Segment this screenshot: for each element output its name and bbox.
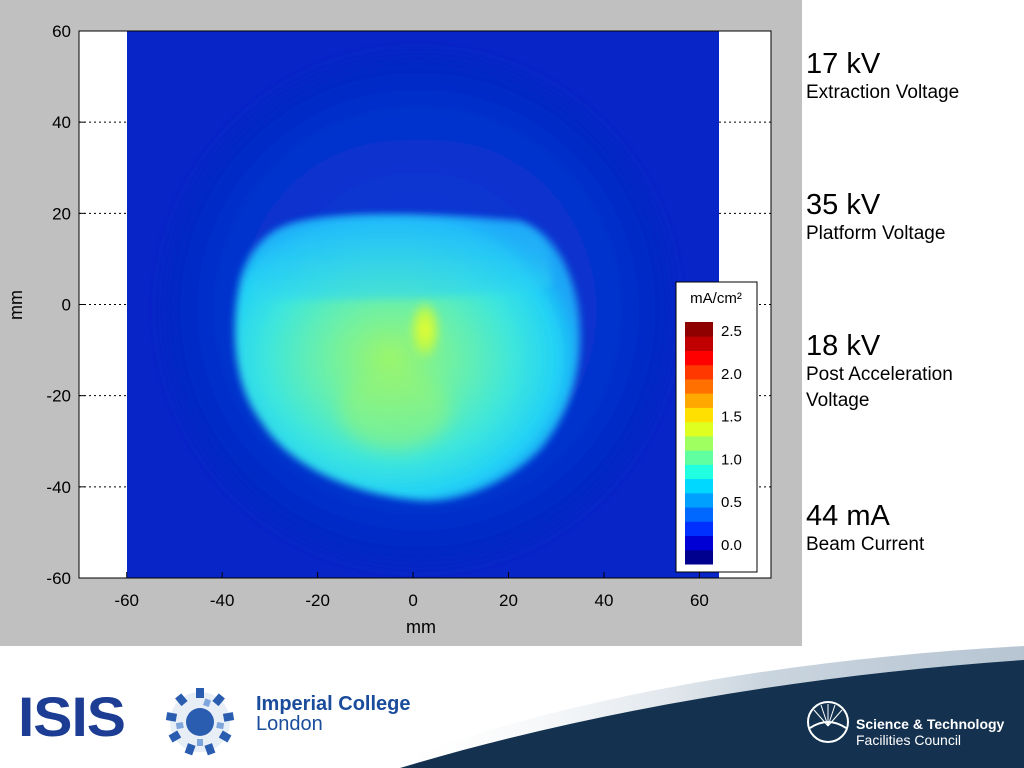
spec-beam-current: 44 mA Beam Current [806,500,924,558]
beam-spot [234,215,581,501]
colorbar-swatch [685,393,713,408]
colorbar-swatch [685,407,713,423]
stfc-line1: Science & Technology [856,716,1005,732]
y-tick-label: -60 [46,569,71,588]
x-tick-label: 0 [408,591,417,610]
y-tick-label: -20 [46,387,71,406]
colorbar-swatch [685,507,713,522]
colorbar-ticks: 2.5 2.0 1.5 1.0 0.5 0.0 [721,323,742,554]
colorbar-swatch [685,378,713,394]
x-axis: -60 -40 -20 0 20 40 60 [114,572,709,610]
x-tick-label: -40 [210,591,235,610]
spec-value: 35 kV [806,189,881,221]
isis-logo: ISIS [18,685,126,748]
colorbar-swatch [685,464,713,480]
colorbar-swatch [685,549,713,565]
colorbar-title: mA/cm² [690,290,742,307]
y-tick-label: 40 [52,113,71,132]
colorbar-tick-label: 1.0 [721,451,742,468]
colorbar-swatch [685,521,713,537]
imperial-college-logo: Imperial College London [256,694,411,734]
colorbar-swatch [685,322,713,337]
imperial-line2: London [256,713,323,735]
colorbar-tick-label: 2.5 [721,323,742,340]
spec-label: Extraction Voltage [806,82,960,103]
stfc-logo: Science & Technology Facilities Council [856,716,1004,748]
colorbar-swatch [685,364,713,380]
y-tick-label: -40 [46,478,71,497]
isis-emblem-icon [165,688,235,756]
spec-extraction-voltage: 17 kV Extraction Voltage [806,48,959,106]
y-axis-label: mm [6,290,26,320]
colorbar-swatch [685,535,713,551]
x-tick-label: 40 [595,591,614,610]
y-tick-label: 60 [52,22,71,41]
spec-value: 17 kV [806,48,881,80]
footer-banner: ISIS Imperial College London Science & T… [0,646,1024,768]
colorbar-tick-label: 0.0 [721,537,742,554]
imperial-line1: Imperial College [256,693,411,715]
spec-label: Beam Current [806,534,925,555]
spec-post-acceleration-voltage: 18 kV Post Acceleration Voltage [806,330,996,414]
colorbar-tick-label: 2.0 [721,366,742,383]
spec-value: 44 mA [806,500,890,532]
x-tick-label: 60 [690,591,709,610]
colorbar-swatch [685,336,713,351]
spec-label: Platform Voltage [806,223,946,244]
y-tick-label: 20 [52,204,71,223]
colorbar-swatch [685,350,713,366]
x-tick-label: -20 [305,591,330,610]
colorbar-swatches [685,322,713,565]
colorbar: mA/cm² 2.5 2.0 1.5 1.0 0.5 0.0 [675,281,758,573]
stfc-band [400,660,1024,768]
colorbar-swatch [685,478,713,494]
colorbar-swatch [685,421,713,437]
colorbar-swatch [685,450,713,465]
colorbar-swatch [685,435,713,451]
heatmap-figure: -60 -40 -20 0 20 40 60 60 40 20 0 -20 -40 -60 mm mm … [0,0,802,646]
colorbar-tick-label: 0.5 [721,494,742,511]
spec-label: Post Acceleration Voltage [806,364,953,411]
spec-value: 18 kV [806,330,881,362]
x-axis-label: mm [406,617,436,637]
stfc-emblem-icon [807,701,849,743]
footer-swoosh [165,646,1024,768]
heatmap-image [127,31,719,578]
colorbar-tick-label: 1.5 [721,409,742,426]
spec-platform-voltage: 35 kV Platform Voltage [806,189,945,247]
colorbar-swatch [685,492,713,508]
x-tick-label: -60 [114,591,139,610]
x-tick-label: 20 [499,591,518,610]
y-tick-label: 0 [62,296,71,315]
y-axis: 60 40 20 0 -20 -40 -60 [46,22,85,588]
stfc-line2: Facilities Council [856,732,962,748]
